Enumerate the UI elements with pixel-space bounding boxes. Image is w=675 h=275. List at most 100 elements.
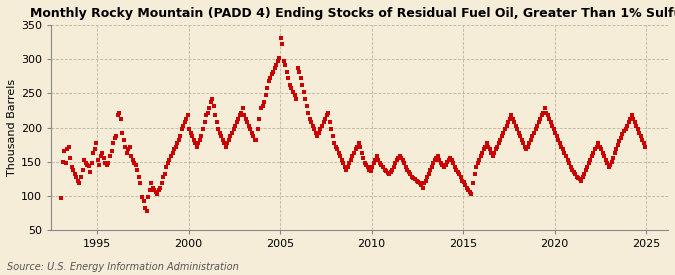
Point	[507, 117, 518, 122]
Point	[59, 149, 70, 153]
Point	[492, 144, 503, 149]
Point	[193, 140, 204, 145]
Point	[377, 165, 388, 169]
Point	[512, 127, 522, 131]
Point	[336, 158, 347, 163]
Point	[640, 144, 651, 149]
Point	[103, 161, 114, 165]
Point	[136, 195, 147, 199]
Point	[564, 161, 574, 165]
Point	[266, 72, 277, 76]
Point	[323, 110, 333, 115]
Point	[434, 158, 445, 163]
Point	[355, 144, 366, 149]
Point	[396, 156, 407, 160]
Point	[637, 138, 648, 142]
Point	[159, 172, 170, 176]
Point	[350, 147, 361, 152]
Point	[544, 117, 555, 122]
Point	[437, 163, 448, 167]
Point	[538, 110, 549, 115]
Point	[271, 63, 281, 67]
Point	[411, 178, 422, 183]
Point	[622, 124, 632, 128]
Point	[70, 172, 80, 176]
Point	[533, 120, 544, 124]
Point	[198, 127, 209, 131]
Point	[376, 163, 387, 167]
Point	[294, 69, 304, 74]
Point	[283, 76, 294, 81]
Point	[506, 113, 516, 117]
Point	[259, 100, 269, 104]
Point	[412, 180, 423, 184]
Point	[480, 144, 491, 149]
Point	[596, 147, 607, 152]
Point	[272, 59, 283, 63]
Point	[373, 158, 384, 163]
Point	[472, 161, 483, 165]
Point	[457, 178, 468, 183]
Point	[123, 147, 134, 152]
Point	[222, 140, 233, 145]
Point	[583, 161, 594, 165]
Point	[577, 174, 588, 179]
Point	[248, 133, 259, 138]
Point	[155, 185, 166, 190]
Point	[124, 144, 135, 149]
Point	[194, 138, 205, 142]
Point	[611, 147, 622, 152]
Point	[635, 133, 646, 138]
Point	[281, 69, 292, 74]
Title: Monthly Rocky Mountain (PADD 4) Ending Stocks of Residual Fuel Oil, Greater Than: Monthly Rocky Mountain (PADD 4) Ending S…	[30, 7, 675, 20]
Point	[180, 120, 190, 124]
Point	[238, 106, 248, 111]
Point	[466, 192, 477, 197]
Point	[418, 181, 429, 186]
Point	[624, 117, 635, 122]
Y-axis label: Thousand Barrels: Thousand Barrels	[7, 79, 17, 176]
Point	[196, 133, 207, 138]
Point	[256, 106, 267, 111]
Point	[92, 158, 103, 163]
Point	[140, 206, 151, 210]
Point	[440, 163, 451, 167]
Point	[291, 97, 302, 101]
Point	[85, 170, 96, 174]
Point	[520, 144, 531, 149]
Point	[128, 158, 138, 163]
Point	[394, 154, 405, 158]
Point	[443, 158, 454, 163]
Point	[298, 90, 309, 94]
Point	[263, 79, 274, 83]
Point	[362, 165, 373, 169]
Point	[148, 188, 159, 192]
Point	[217, 138, 228, 142]
Point	[551, 133, 562, 138]
Point	[280, 63, 291, 67]
Point	[269, 65, 280, 70]
Point	[536, 113, 547, 117]
Point	[414, 181, 425, 186]
Point	[202, 110, 213, 115]
Point	[620, 127, 631, 131]
Point	[522, 144, 533, 149]
Point	[408, 176, 419, 180]
Point	[254, 117, 265, 122]
Point	[151, 190, 161, 194]
Point	[634, 131, 645, 135]
Point	[556, 144, 567, 149]
Point	[610, 151, 620, 156]
Point	[182, 113, 193, 117]
Point	[421, 178, 431, 183]
Point	[163, 161, 173, 165]
Point	[173, 138, 184, 142]
Point	[600, 158, 611, 163]
Point	[138, 199, 149, 203]
Point	[568, 170, 579, 174]
Point	[542, 113, 553, 117]
Point	[309, 127, 320, 131]
Point	[439, 165, 450, 169]
Point	[475, 154, 486, 158]
Point	[240, 117, 251, 122]
